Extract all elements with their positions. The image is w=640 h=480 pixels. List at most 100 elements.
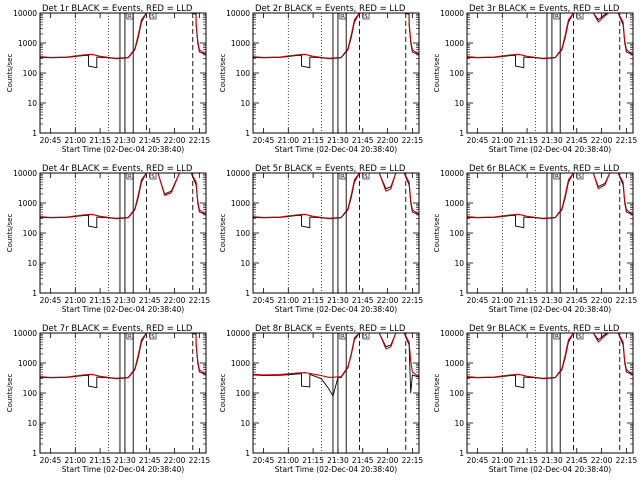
x-tick-label: 22:00 bbox=[164, 456, 186, 465]
plot-area bbox=[40, 173, 206, 293]
panel-title: Det 1r BLACK = Events, RED = LLD bbox=[42, 4, 193, 14]
marker-label: S bbox=[151, 174, 155, 180]
x-tick-label: 22:00 bbox=[591, 456, 613, 465]
y-tick-label: 1 bbox=[32, 289, 37, 298]
x-tick-label: 22:15 bbox=[402, 136, 424, 145]
x-tick-label: 21:30 bbox=[327, 136, 349, 145]
x-axis-label: Start Time (02-Dec-04 20:38:40) bbox=[62, 305, 184, 314]
x-tick-label: 21:15 bbox=[516, 136, 538, 145]
events-series-line bbox=[40, 333, 206, 389]
panel-title: Det 4r BLACK = Events, RED = LLD bbox=[42, 164, 193, 174]
y-tick-label: 10000 bbox=[13, 169, 37, 178]
marker-label: S bbox=[364, 174, 368, 180]
y-tick-label: 10 bbox=[454, 419, 464, 428]
y-tick-label: 10000 bbox=[13, 329, 37, 338]
y-tick-label: 1000 bbox=[18, 359, 37, 368]
lld-series-line bbox=[40, 13, 206, 59]
marker-label: S bbox=[364, 14, 368, 20]
x-tick-label: 21:00 bbox=[277, 296, 299, 305]
x-tick-label: 21:45 bbox=[139, 136, 161, 145]
detector-panel: Det 5r BLACK = Events, RED = LLD 1 10 100 10… bbox=[219, 164, 423, 314]
marker-label: S bbox=[151, 334, 155, 340]
lld-series-line bbox=[253, 173, 419, 219]
marker-label: R bbox=[341, 334, 345, 340]
lld-series-line bbox=[467, 173, 633, 219]
events-series-line bbox=[467, 173, 633, 229]
y-tick-label: 1000 bbox=[445, 359, 464, 368]
y-tick-label: 10 bbox=[240, 259, 250, 268]
y-tick-label: 1000 bbox=[231, 39, 250, 48]
x-tick-label: 21:45 bbox=[566, 296, 588, 305]
x-tick-label: 21:30 bbox=[327, 296, 349, 305]
y-tick-label: 10000 bbox=[440, 329, 464, 338]
lld-series-line bbox=[253, 333, 419, 378]
panel-title: Det 2r BLACK = Events, RED = LLD bbox=[255, 4, 406, 14]
panel-title: Det 9r BLACK = Events, RED = LLD bbox=[469, 324, 620, 334]
x-tick-label: 22:15 bbox=[189, 296, 211, 305]
y-tick-label: 10000 bbox=[440, 169, 464, 178]
y-tick-label: 1 bbox=[459, 449, 464, 458]
x-tick-label: 22:00 bbox=[591, 136, 613, 145]
plot-frame bbox=[466, 12, 634, 134]
x-tick-label: 21:15 bbox=[516, 456, 538, 465]
y-tick-label: 1000 bbox=[231, 199, 250, 208]
x-tick-label: 21:00 bbox=[277, 136, 299, 145]
events-series-line bbox=[467, 333, 633, 389]
y-tick-label: 1000 bbox=[18, 199, 37, 208]
x-tick-label: 22:00 bbox=[164, 296, 186, 305]
plot-area bbox=[40, 13, 206, 133]
y-tick-label: 100 bbox=[236, 389, 251, 398]
x-tick-label: 21:30 bbox=[541, 456, 563, 465]
x-tick-label: 21:15 bbox=[89, 296, 111, 305]
x-tick-label: 20:45 bbox=[467, 136, 489, 145]
detector-panel: Det 9r BLACK = Events, RED = LLD 1 10 100 10… bbox=[433, 324, 637, 474]
panel-title: Det 5r BLACK = Events, RED = LLD bbox=[255, 164, 406, 174]
lld-series-line bbox=[467, 333, 633, 379]
plot-area bbox=[467, 173, 633, 293]
x-tick-label: 21:30 bbox=[541, 296, 563, 305]
x-tick-label: 20:45 bbox=[253, 136, 275, 145]
y-tick-label: 1000 bbox=[231, 359, 250, 368]
y-tick-label: 10 bbox=[240, 99, 250, 108]
x-tick-label: 21:45 bbox=[352, 456, 374, 465]
plot-area bbox=[467, 13, 633, 133]
y-axis-label: Counts/sec bbox=[219, 374, 227, 413]
y-tick-label: 10 bbox=[454, 99, 464, 108]
events-series-line bbox=[40, 173, 206, 229]
y-tick-label: 1 bbox=[459, 129, 464, 138]
x-axis-label: Start Time (02-Dec-04 20:38:40) bbox=[275, 305, 397, 314]
detector-panel: Det 7r BLACK = Events, RED = LLD 1 10 100 10… bbox=[6, 324, 210, 474]
events-series-line bbox=[253, 333, 419, 397]
x-tick-label: 20:45 bbox=[253, 296, 275, 305]
y-axis-label: Counts/sec bbox=[219, 214, 227, 253]
detector-panel: Det 1r BLACK = Events, RED = LLD 1 10 100 10… bbox=[6, 4, 210, 154]
y-tick-label: 10 bbox=[240, 419, 250, 428]
detector-panel: Det 6r BLACK = Events, RED = LLD 1 10 100 10… bbox=[433, 164, 637, 314]
panel-title: Det 8r BLACK = Events, RED = LLD bbox=[255, 324, 406, 334]
plot-area bbox=[253, 173, 419, 293]
marker-label: S bbox=[578, 14, 582, 20]
x-axis-label: Start Time (02-Dec-04 20:38:40) bbox=[489, 305, 611, 314]
detector-panel: Det 4r BLACK = Events, RED = LLD 1 10 100 10… bbox=[6, 164, 210, 314]
x-tick-label: 21:00 bbox=[64, 136, 86, 145]
marker-label: R bbox=[341, 174, 345, 180]
x-tick-label: 21:45 bbox=[566, 136, 588, 145]
x-tick-label: 21:30 bbox=[327, 456, 349, 465]
y-tick-label: 1000 bbox=[18, 39, 37, 48]
x-tick-label: 22:00 bbox=[591, 296, 613, 305]
plot-frame bbox=[252, 12, 420, 134]
y-tick-label: 1 bbox=[32, 449, 37, 458]
x-tick-label: 22:15 bbox=[616, 296, 638, 305]
plot-frame bbox=[39, 12, 207, 134]
y-tick-label: 1 bbox=[245, 289, 250, 298]
marker-label: R bbox=[555, 334, 559, 340]
panel-title: Det 6r BLACK = Events, RED = LLD bbox=[469, 164, 620, 174]
y-tick-label: 1000 bbox=[445, 39, 464, 48]
y-tick-label: 10000 bbox=[226, 329, 250, 338]
x-tick-label: 20:45 bbox=[467, 296, 489, 305]
lld-series-line bbox=[253, 13, 419, 59]
y-tick-label: 1 bbox=[32, 129, 37, 138]
y-axis-label: Counts/sec bbox=[433, 374, 441, 413]
y-axis-label: Counts/sec bbox=[219, 54, 227, 93]
